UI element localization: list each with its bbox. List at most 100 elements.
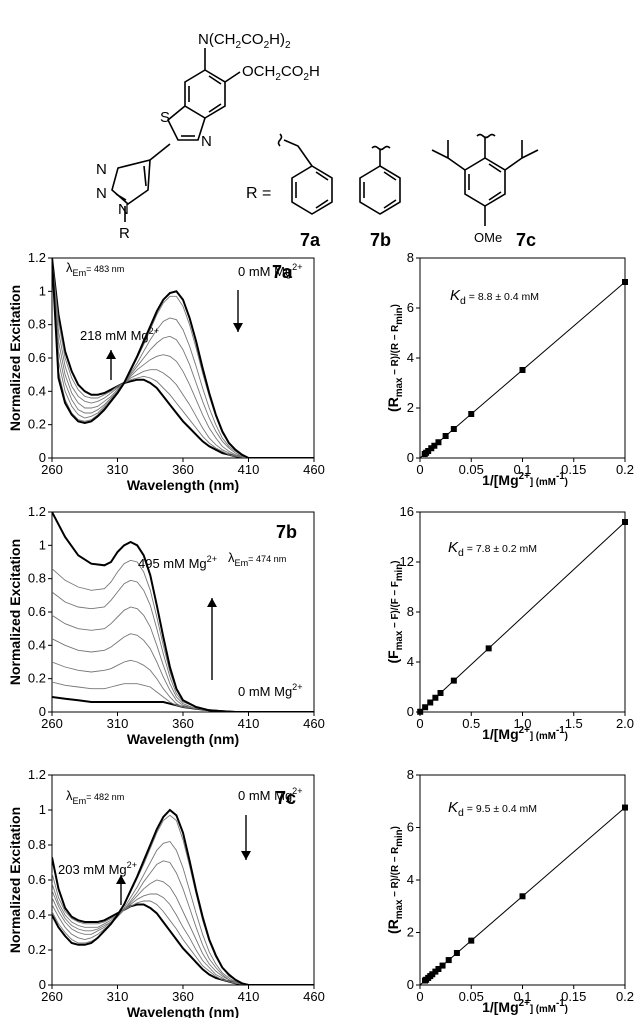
spectrum-series-group bbox=[52, 258, 314, 458]
data-point bbox=[622, 279, 628, 285]
fit-7a-fit-ytick-label: 6 bbox=[407, 300, 414, 315]
spectrum-7c-ytick-label: 1 bbox=[39, 802, 46, 817]
data-point bbox=[435, 965, 442, 972]
x-axis-label: Wavelength (nm) bbox=[127, 477, 239, 493]
triazole-double bbox=[115, 165, 147, 201]
low-mg-annotation-part: 2+ bbox=[292, 682, 302, 692]
spectrum-series-line bbox=[52, 258, 314, 458]
spectrum-series-group bbox=[52, 512, 314, 712]
data-point bbox=[429, 971, 436, 978]
fit-7c-fit-xtick-label: 0.05 bbox=[459, 989, 484, 1004]
lambda-annotation-part: = 483 nm bbox=[86, 264, 124, 274]
fit-7b-fit-ytick-label: 4 bbox=[407, 654, 414, 669]
spectrum-series-line bbox=[52, 258, 314, 458]
kd-annotation-part: = 9.5 ± 0.4 mM bbox=[464, 803, 537, 815]
spectrum-7c-ytick-label: 0.8 bbox=[28, 837, 46, 852]
fit-7b-fit-xtick-label: 0 bbox=[416, 716, 423, 731]
lambda-annotation: λEm= 483 nm bbox=[66, 260, 124, 278]
spectrum-panel-7b: 260 310 360 410 460 0 0.2 0.4 0.6 0.8 1 1.2 Waveleng… bbox=[7, 504, 325, 747]
spectrum-panel-7a: 260 310 360 410 460 0 0.2 0.4 0.6 0.8 1 1.2 Waveleng… bbox=[7, 250, 325, 493]
data-point bbox=[425, 448, 432, 454]
fit-y-axis-label-part: − F)/(F − F bbox=[390, 581, 401, 631]
spectrum-series-line bbox=[52, 258, 314, 458]
data-point bbox=[422, 704, 429, 711]
wavy-7a bbox=[277, 133, 283, 147]
lambda-annotation-part: λ bbox=[228, 550, 235, 565]
fit-7c-fit-ytick-label: 4 bbox=[407, 872, 414, 887]
s-atom: S bbox=[160, 109, 170, 126]
fit-7b-fit-ytick-label: 8 bbox=[407, 604, 414, 619]
ring-7a-inner bbox=[295, 171, 329, 209]
ether-bond bbox=[224, 71, 241, 83]
n-triazole-1: N bbox=[96, 161, 107, 178]
spectrum-7a-xtick-label: 460 bbox=[303, 462, 325, 477]
high-mg-annotation: 203 mM Mg2+ bbox=[58, 860, 137, 877]
fit-y-axis-label-part: min bbox=[394, 564, 405, 581]
amine-label: N(CH2CO2H)2 bbox=[198, 31, 291, 51]
fit-y-axis-label-part: max bbox=[394, 630, 405, 650]
y-axis-label: Normalized Excitation bbox=[7, 285, 23, 431]
fit-x-axis-label: 1/[Mg2+] (mM-1) bbox=[482, 725, 568, 742]
n-thiazole: N bbox=[201, 133, 212, 150]
fit-x-axis-label-part: ) bbox=[565, 477, 568, 488]
fit-x-axis-label-part: -1 bbox=[556, 725, 565, 736]
high-mg-annotation: 218 mM Mg2+ bbox=[80, 326, 159, 343]
fit-7b-fit-xtick-label: 0.5 bbox=[462, 716, 480, 731]
structure-labels: N(CH2CO2H)2 OCH2CO2H S N N N N R R = OMe… bbox=[96, 31, 536, 250]
ring-7a bbox=[291, 165, 333, 215]
spectrum-7c-ytick-label: 0.6 bbox=[28, 872, 46, 887]
fit-y-axis-label: (Fmax − F)/(F − Fmin) bbox=[385, 560, 405, 663]
spectrum-series-line bbox=[52, 258, 314, 458]
spectrum-7c-ytick-label: 1.2 bbox=[28, 767, 46, 782]
spectrum-7c-frame bbox=[51, 774, 315, 986]
n-triazole-2: N bbox=[96, 185, 107, 202]
kd-annotation-part: K bbox=[448, 539, 459, 556]
fit-7c-fit-xtick-label: 0.1 bbox=[513, 989, 531, 1004]
data-point bbox=[468, 411, 475, 417]
fit-x-axis-label-part: ) bbox=[565, 731, 568, 742]
ipr-left bbox=[431, 140, 466, 171]
high-arrow-head bbox=[116, 875, 126, 884]
data-point bbox=[622, 804, 628, 811]
lambda-annotation-part: λ bbox=[66, 788, 73, 803]
spectrum-7c-xtick-label: 360 bbox=[172, 989, 194, 1004]
fit-7c-fit-xtick-label: 0.15 bbox=[561, 989, 586, 1004]
low-mg-annotation-part: 2+ bbox=[292, 262, 302, 272]
n-triazole-3: N bbox=[118, 201, 129, 218]
spectrum-7b-ytick-label: 1.2 bbox=[28, 504, 46, 519]
concentration-arrow-head bbox=[241, 851, 251, 860]
spectrum-7a-ytick-label: 0.8 bbox=[28, 317, 46, 332]
concentration-arrow-head bbox=[233, 323, 243, 332]
high-mg-annotation-part: 495 mM Mg bbox=[138, 556, 207, 571]
y-axis-label: Normalized Excitation bbox=[7, 807, 23, 953]
fit-7a-fit-xtick-label: 0.15 bbox=[561, 462, 586, 477]
data-point bbox=[445, 957, 452, 964]
charts: 260 310 360 410 46000.20.40.60.811.2Waveleng… bbox=[7, 250, 634, 1018]
fit-7b-fit-ytick-label: 0 bbox=[407, 704, 414, 719]
spectrum-7a-ytick-label: 0.6 bbox=[28, 350, 46, 365]
ome-label: OMe bbox=[474, 230, 502, 245]
data-point bbox=[431, 442, 438, 449]
lambda-annotation: λEm= 474 nm bbox=[228, 550, 286, 568]
fit-x-axis-label-part: -1 bbox=[556, 998, 565, 1009]
fit-x-axis-label-part: 1/[Mg bbox=[482, 472, 519, 488]
chemical-structure bbox=[111, 48, 539, 226]
data-point bbox=[519, 367, 526, 373]
fit-panel-7b-fit: 0 0.5 1.0 1.5 2.0 0 4 8 12 16 Kd = 7.8 ± 0.2 mM 1/[… bbox=[385, 504, 634, 742]
data-point bbox=[437, 690, 444, 696]
spectrum-7b-ytick-label: 0.8 bbox=[28, 571, 46, 586]
data-point bbox=[442, 433, 449, 439]
data-point bbox=[432, 694, 439, 701]
high-mg-annotation: 495 mM Mg2+ bbox=[138, 554, 217, 571]
ether-label: OCH2CO2H bbox=[242, 63, 320, 83]
low-mg-annotation-part: 0 mM Mg bbox=[238, 788, 292, 803]
compound-label: 7c bbox=[276, 788, 296, 808]
fit-7b-fit-xtick-label: 1.0 bbox=[513, 716, 531, 731]
compound-7a: 7a bbox=[300, 230, 321, 250]
fit-7c-fit-ytick-label: 8 bbox=[407, 767, 414, 782]
spectrum-7a-xtick-label: 410 bbox=[238, 462, 260, 477]
spectrum-7a-ytick-label: 1.2 bbox=[28, 250, 46, 265]
fit-7c-fit-xtick-label: 0 bbox=[416, 989, 423, 1004]
data-point bbox=[417, 708, 424, 715]
